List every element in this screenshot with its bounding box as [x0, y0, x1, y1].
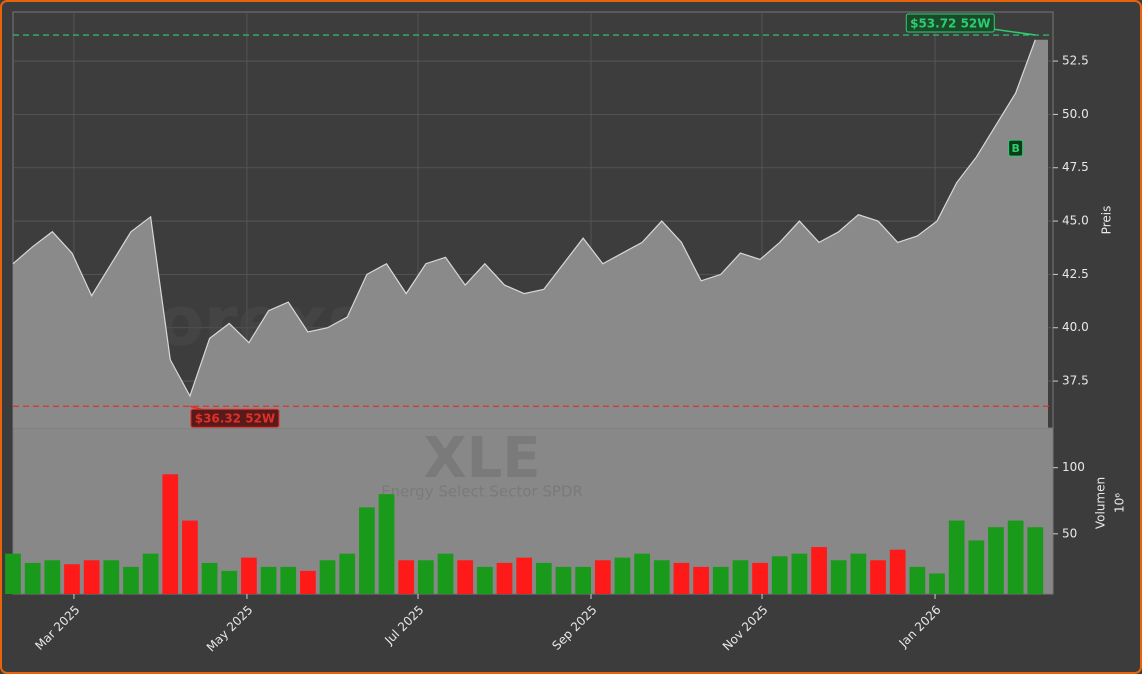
- volume-bar: [300, 570, 316, 594]
- volume-bar: [162, 474, 179, 594]
- volume-bar: [988, 527, 1004, 594]
- volume-bar: [712, 566, 729, 594]
- y-tick-label: 40.0: [1062, 320, 1089, 334]
- volume-bar: [752, 562, 768, 594]
- volume-bar: [948, 520, 965, 594]
- volume-bar: [771, 556, 788, 594]
- volume-bar: [378, 494, 395, 594]
- y-tick-label: 50: [1062, 526, 1077, 540]
- volume-bar: [594, 560, 611, 594]
- y-tick-label: 45.0: [1062, 214, 1089, 228]
- volume-bar: [830, 560, 847, 594]
- volume-bar: [280, 566, 297, 594]
- volume-bar: [103, 560, 120, 594]
- volume-bar: [850, 553, 867, 594]
- volume-bar: [64, 564, 80, 594]
- subtitle-watermark: Energy Select Sector SPDR: [381, 483, 583, 501]
- volume-bar: [516, 557, 533, 594]
- level-label-box: [190, 408, 280, 428]
- title-watermark: XLE: [423, 426, 540, 491]
- volume-bar: [437, 553, 454, 594]
- volume-bar: [673, 562, 690, 594]
- volume-bar: [889, 549, 906, 594]
- volume-bar: [319, 560, 336, 594]
- volume-bar: [476, 566, 493, 594]
- volume-bar: [339, 553, 356, 594]
- volume-bar: [457, 560, 474, 594]
- volume-bar: [260, 566, 277, 594]
- y-scale-label: 10⁶: [1113, 493, 1127, 513]
- volume-bar: [201, 562, 218, 594]
- y-tick-label: 42.5: [1062, 267, 1089, 281]
- volume-bar: [398, 560, 415, 594]
- volume-bar: [221, 570, 238, 594]
- volume-bar: [811, 547, 827, 594]
- volume-bar: [653, 560, 670, 594]
- volume-bar: [909, 566, 926, 594]
- volume-bar: [968, 540, 985, 594]
- volume-bar: [123, 566, 139, 594]
- volume-bar: [693, 566, 709, 594]
- volume-bar: [44, 560, 61, 594]
- volume-bar: [791, 553, 808, 594]
- volume-bar: [359, 507, 375, 594]
- y-tick-label: 50.0: [1062, 107, 1089, 121]
- level-label-box: [905, 13, 995, 33]
- price-line: [12, 39, 1036, 398]
- y-axis-label: Preis: [1100, 206, 1114, 235]
- volume-bar: [614, 557, 631, 594]
- level-label: $53.72 52W: [910, 17, 990, 31]
- volume-bar: [634, 553, 650, 594]
- level-label: $36.32 52W: [195, 412, 275, 426]
- y-tick-label: 52.5: [1062, 54, 1089, 68]
- volume-bar: [732, 560, 749, 594]
- signal-label: B: [1011, 142, 1019, 155]
- y-tick-label: 47.5: [1062, 160, 1089, 174]
- price-area: [13, 39, 1048, 428]
- volume-bar: [870, 560, 886, 594]
- volume-bar: [417, 560, 434, 594]
- volume-bar: [24, 562, 41, 594]
- y-tick-label: 100: [1062, 460, 1085, 474]
- volume-bar: [5, 553, 21, 594]
- volume-bar: [1027, 527, 1044, 594]
- signal-marker: [1008, 139, 1024, 157]
- volume-bar: [241, 557, 257, 594]
- volume-bar: [535, 562, 552, 594]
- volume-bar: [929, 573, 945, 594]
- volume-bar: [142, 553, 159, 594]
- volume-bar: [1007, 520, 1024, 594]
- volume-bar: [575, 566, 591, 594]
- volume-bar: [83, 560, 100, 594]
- volume-bar: [555, 566, 572, 594]
- y-axis-label: Volumen: [1094, 477, 1108, 529]
- y-tick-label: 37.5: [1062, 374, 1089, 388]
- volume-bar: [182, 520, 198, 594]
- volume-bar: [496, 562, 513, 594]
